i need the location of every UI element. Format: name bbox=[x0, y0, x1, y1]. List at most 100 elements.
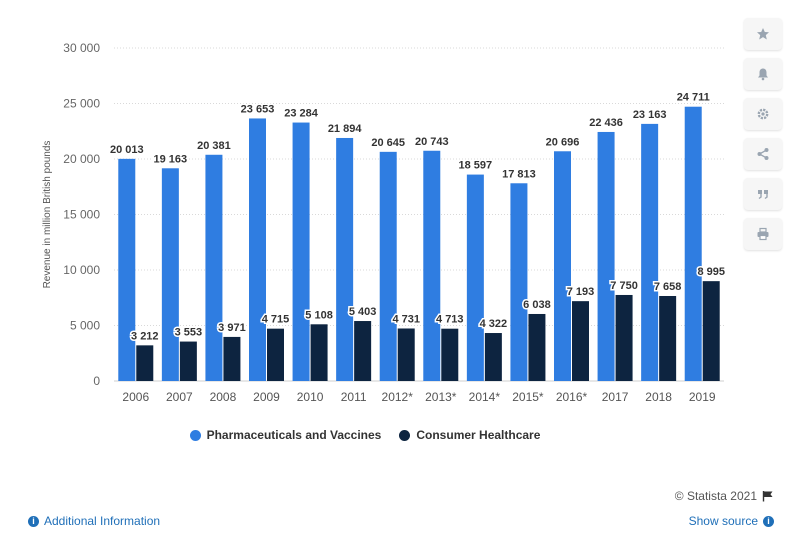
settings-button[interactable] bbox=[744, 98, 782, 130]
value-label-pharmaceuticals: 19 163 bbox=[154, 153, 188, 165]
bar-consumer-healthcare bbox=[310, 324, 328, 381]
y-tick-label: 0 bbox=[93, 374, 100, 388]
share-icon bbox=[757, 148, 769, 160]
show-source-link[interactable]: Show source i bbox=[689, 514, 774, 528]
legend-swatch-consumer-healthcare bbox=[399, 429, 411, 441]
print-icon bbox=[757, 227, 769, 241]
bar-consumer-healthcare bbox=[441, 328, 459, 381]
bar-consumer-healthcare bbox=[354, 321, 372, 381]
x-tick-label: 2011 bbox=[341, 390, 367, 404]
notification-button[interactable] bbox=[744, 58, 782, 90]
y-axis-title: Revenue in million British pounds bbox=[42, 141, 53, 289]
bar-pharmaceuticals bbox=[292, 122, 310, 381]
legend-label-consumer-healthcare: Consumer Healthcare bbox=[416, 428, 541, 442]
bar-consumer-healthcare bbox=[179, 341, 197, 381]
bar-pharmaceuticals bbox=[205, 154, 223, 381]
share-button[interactable] bbox=[744, 138, 782, 170]
bar-consumer-healthcare bbox=[136, 345, 154, 381]
bar-consumer-healthcare bbox=[484, 333, 502, 381]
bar-consumer-healthcare bbox=[528, 313, 546, 381]
favorite-button[interactable] bbox=[744, 18, 782, 50]
x-tick-label: 2006 bbox=[122, 390, 149, 404]
bar-pharmaceuticals bbox=[249, 118, 266, 382]
value-label-consumer-healthcare: 4 322 bbox=[480, 318, 508, 330]
y-tick-label: 5 000 bbox=[70, 319, 100, 333]
value-label-consumer-healthcare: 8 995 bbox=[697, 266, 725, 278]
x-tick-label: 2014* bbox=[469, 390, 501, 404]
info-icon: i bbox=[763, 515, 774, 527]
legend-label-pharmaceuticals: Pharmaceuticals and Vaccines bbox=[206, 428, 382, 442]
value-label-pharmaceuticals: 23 284 bbox=[284, 108, 319, 120]
value-label-pharmaceuticals: 20 645 bbox=[371, 137, 405, 149]
x-tick-label: 2019 bbox=[689, 390, 716, 404]
credits-text: © Statista 2021 bbox=[674, 489, 757, 503]
legend-item-pharmaceuticals[interactable]: Pharmaceuticals and Vaccines bbox=[189, 428, 382, 442]
gear-icon bbox=[757, 108, 769, 120]
quote-icon bbox=[758, 190, 768, 200]
additional-information-label: Additional Information bbox=[44, 514, 161, 528]
y-tick-label: 25 000 bbox=[63, 97, 100, 111]
bar-pharmaceuticals bbox=[684, 106, 702, 382]
x-tick-label: 2016* bbox=[556, 390, 588, 404]
bar-pharmaceuticals bbox=[161, 168, 179, 381]
bar-consumer-healthcare bbox=[223, 336, 241, 381]
value-label-pharmaceuticals: 22 436 bbox=[589, 117, 623, 129]
value-label-consumer-healthcare: 4 715 bbox=[262, 314, 290, 326]
x-tick-label: 2015* bbox=[512, 390, 544, 404]
value-label-pharmaceuticals: 20 696 bbox=[546, 136, 580, 148]
y-tick-label: 15 000 bbox=[63, 208, 100, 222]
show-source-label: Show source bbox=[688, 514, 758, 528]
x-tick-label: 2009 bbox=[253, 390, 280, 404]
bar-pharmaceuticals bbox=[336, 137, 354, 381]
value-label-consumer-healthcare: 3 212 bbox=[131, 330, 159, 342]
bar-pharmaceuticals bbox=[597, 131, 615, 381]
bar-pharmaceuticals bbox=[466, 174, 484, 381]
bar-chart: 0 5 000 10 000 15 000 20 000 25 000 30 000 Reve… bbox=[42, 41, 726, 404]
additional-information-link[interactable]: i Additional Information bbox=[28, 514, 160, 528]
y-tick-label: 20 000 bbox=[63, 152, 100, 166]
bar-consumer-healthcare bbox=[702, 281, 720, 381]
value-label-pharmaceuticals: 23 163 bbox=[633, 109, 667, 121]
legend-swatch-pharmaceuticals bbox=[189, 429, 201, 441]
value-label-pharmaceuticals: 20 013 bbox=[110, 144, 144, 156]
bar-consumer-healthcare bbox=[267, 328, 284, 381]
cite-button[interactable] bbox=[744, 178, 782, 210]
x-tick-label: 2013* bbox=[425, 390, 457, 404]
bar-pharmaceuticals bbox=[510, 183, 528, 381]
chart-legend: Pharmaceuticals and Vaccines Consumer He… bbox=[0, 428, 730, 442]
value-label-pharmaceuticals: 20 381 bbox=[197, 140, 231, 152]
bar-pharmaceuticals bbox=[118, 158, 136, 381]
legend-item-consumer-healthcare[interactable]: Consumer Healthcare bbox=[399, 428, 540, 442]
bar-pharmaceuticals bbox=[379, 151, 397, 381]
value-label-pharmaceuticals: 18 597 bbox=[459, 160, 493, 172]
bar-pharmaceuticals bbox=[641, 123, 659, 382]
value-label-consumer-healthcare: 7 193 bbox=[567, 286, 595, 298]
y-tick-label: 10 000 bbox=[63, 263, 100, 277]
bar-consumer-healthcare bbox=[572, 301, 589, 381]
value-label-consumer-healthcare: 3 553 bbox=[175, 327, 203, 339]
x-tick-label: 2007 bbox=[166, 390, 193, 404]
value-label-pharmaceuticals: 17 813 bbox=[502, 168, 536, 180]
value-label-pharmaceuticals: 21 894 bbox=[328, 123, 363, 135]
value-label-consumer-healthcare: 3 971 bbox=[218, 322, 246, 334]
chart-area: 0 5 000 10 000 15 000 20 000 25 000 30 000 Reve… bbox=[42, 41, 726, 404]
value-label-consumer-healthcare: 4 731 bbox=[392, 313, 420, 325]
bar-pharmaceuticals bbox=[554, 151, 571, 381]
value-label-consumer-healthcare: 7 750 bbox=[610, 280, 638, 292]
value-label-consumer-healthcare: 6 038 bbox=[523, 299, 551, 311]
chart-toolbar bbox=[744, 18, 782, 250]
y-tick-label: 30 000 bbox=[63, 41, 100, 55]
info-icon: i bbox=[28, 515, 39, 527]
bar-consumer-healthcare bbox=[659, 295, 677, 381]
value-label-consumer-healthcare: 5 403 bbox=[349, 306, 377, 318]
value-label-consumer-healthcare: 7 658 bbox=[654, 281, 682, 293]
x-tick-label: 2008 bbox=[210, 390, 237, 404]
bar-consumer-healthcare bbox=[397, 328, 415, 381]
statista-credits[interactable]: © Statista 2021 bbox=[675, 489, 774, 503]
print-button[interactable] bbox=[744, 218, 782, 250]
bell-icon bbox=[758, 68, 768, 81]
value-label-pharmaceuticals: 24 711 bbox=[677, 92, 710, 104]
x-tick-label: 2017 bbox=[602, 390, 629, 404]
x-tick-label: 2010 bbox=[297, 390, 324, 404]
x-tick-label: 2012* bbox=[382, 390, 414, 404]
